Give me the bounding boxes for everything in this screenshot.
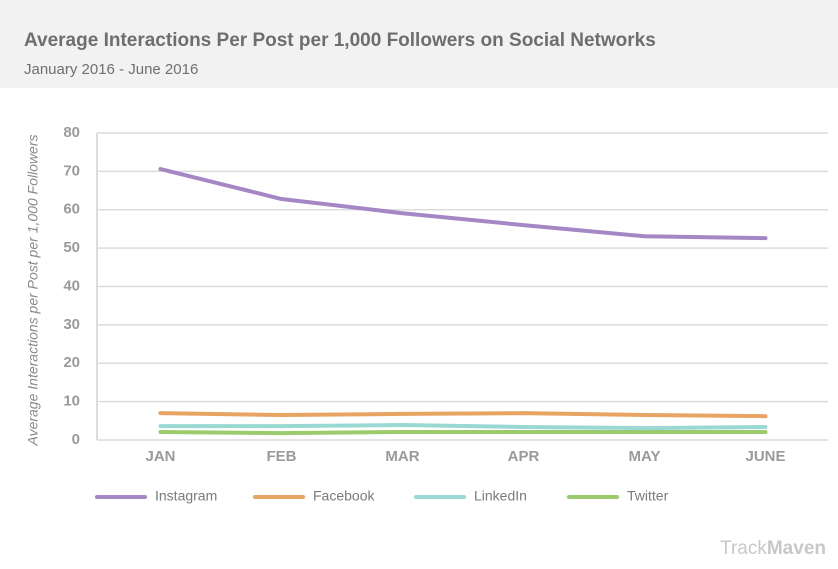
series-line [158, 429, 768, 436]
watermark-part: Maven [767, 538, 826, 559]
x-tick-label: JUNE [745, 448, 785, 465]
watermark: TrackMaven [720, 538, 826, 559]
y-tick-label: 30 [63, 316, 80, 333]
legend-label: Facebook [313, 488, 375, 504]
chart-subtitle: January 2016 - June 2016 [24, 61, 198, 78]
series-line [158, 167, 768, 241]
chart-title: Average Interactions Per Post per 1,000 … [24, 30, 656, 51]
header-band [0, 0, 838, 88]
y-tick-label: 10 [63, 393, 80, 410]
legend-label: LinkedIn [474, 488, 527, 504]
x-tick-label: JAN [145, 448, 175, 465]
y-tick-label: 0 [72, 431, 80, 448]
x-tick-label: MAY [629, 448, 661, 465]
legend-label: Twitter [627, 488, 669, 504]
x-tick-label: APR [508, 448, 540, 465]
series-line [158, 423, 768, 431]
y-tick-label: 50 [63, 239, 80, 256]
y-tick-label: 20 [63, 354, 80, 371]
x-tick-label: FEB [267, 448, 297, 465]
y-axis-label: Average Interactions per Post per 1,000 … [25, 134, 41, 446]
x-tick-label: MAR [385, 448, 419, 465]
y-tick-label: 80 [63, 124, 80, 141]
legend-label: Instagram [155, 488, 217, 504]
y-tick-label: 60 [63, 201, 80, 218]
watermark-part: Track [720, 538, 767, 559]
y-tick-label: 40 [63, 277, 80, 294]
series-line [158, 411, 768, 419]
y-tick-label: 70 [63, 162, 80, 179]
